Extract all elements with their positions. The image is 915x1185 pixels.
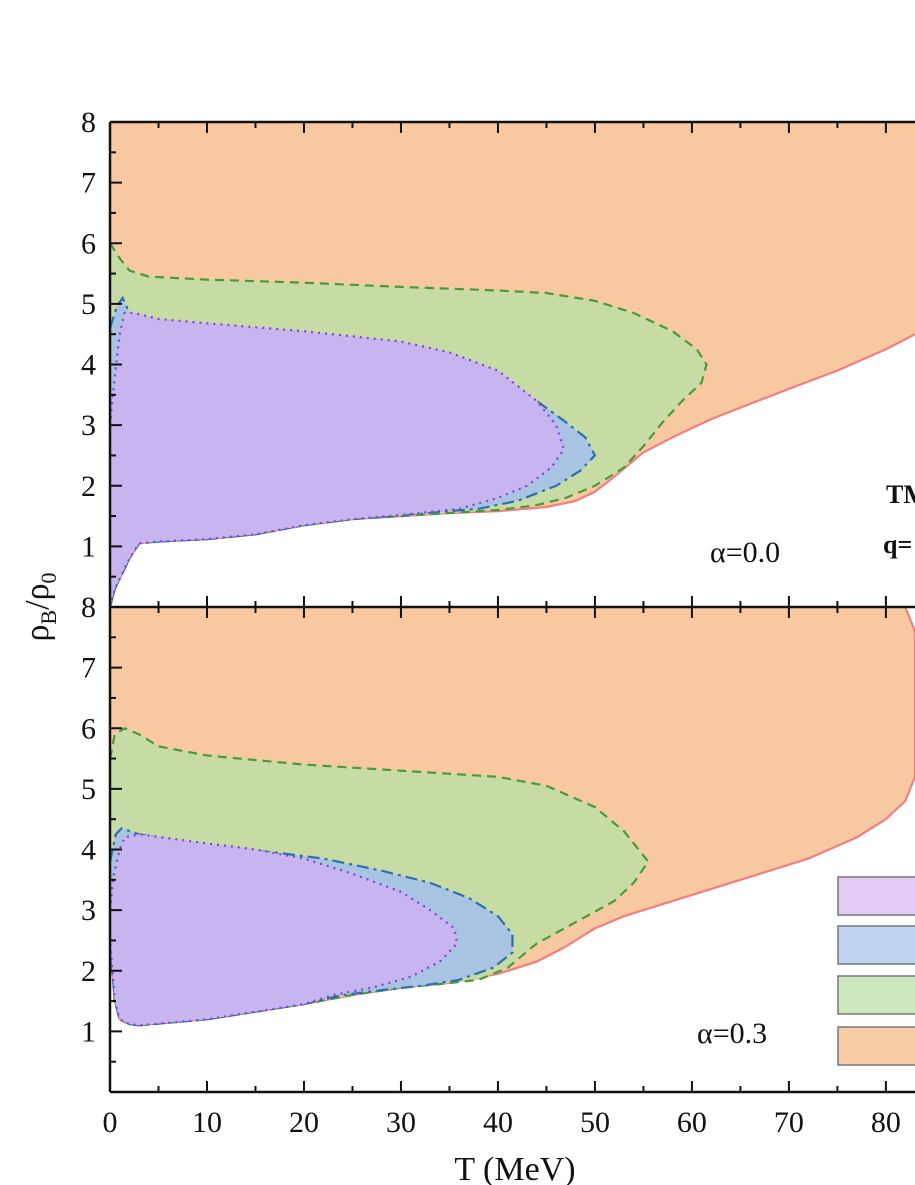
x-tick-label: 20 bbox=[289, 1106, 319, 1139]
x-tick-label: 10 bbox=[192, 1106, 222, 1139]
legend bbox=[837, 876, 915, 1066]
x-tick-label: 70 bbox=[774, 1106, 804, 1139]
y-tick-label: 3 bbox=[81, 894, 96, 927]
y-tick-label: 7 bbox=[81, 652, 96, 685]
axes bbox=[108, 120, 915, 1094]
x-tick-label: 60 bbox=[677, 1106, 707, 1139]
side-text-2: q= bbox=[883, 530, 912, 559]
legend-swatch bbox=[837, 975, 915, 1015]
side-text-1: TM bbox=[886, 480, 915, 509]
panel-label-bottom: α=0.3 bbox=[697, 1017, 767, 1050]
x-tick-label: 50 bbox=[580, 1106, 610, 1139]
y-tick-label: 6 bbox=[81, 712, 96, 745]
x-tick-label: 80 bbox=[871, 1106, 901, 1139]
y-tick-label: 1 bbox=[81, 1015, 96, 1048]
panel-label-top: α=0.0 bbox=[710, 536, 780, 569]
legend-swatch bbox=[837, 925, 915, 965]
y-tick-label: 3 bbox=[81, 409, 96, 442]
legend-swatch bbox=[837, 1026, 915, 1066]
y-axis-title-sub1: B bbox=[36, 610, 61, 625]
y-tick-label: 2 bbox=[81, 955, 96, 988]
y-tick-label: 5 bbox=[81, 773, 96, 806]
y-axis-title-rho0: /ρ bbox=[19, 583, 56, 609]
y-axis-title-sub2: 0 bbox=[36, 572, 61, 583]
y-axis-title: ρB/ρ0 bbox=[19, 572, 61, 641]
y-tick-label: 4 bbox=[81, 834, 96, 867]
svg-text:ρB/ρ0: ρB/ρ0 bbox=[19, 572, 61, 641]
region-purple-panel1 bbox=[110, 834, 458, 1026]
y-tick-label: 7 bbox=[81, 167, 96, 200]
panel-alpha-0 bbox=[110, 122, 915, 607]
y-tick-label: 8 bbox=[81, 591, 96, 624]
y-tick-label: 8 bbox=[81, 106, 96, 139]
edge-green-panel0 bbox=[110, 242, 708, 607]
y-axis-title-rho: ρ bbox=[19, 625, 56, 642]
y-tick-label: 4 bbox=[81, 349, 96, 382]
y-tick-label: 2 bbox=[81, 470, 96, 503]
ticks bbox=[109, 121, 887, 1092]
legend-swatch bbox=[837, 876, 915, 916]
y-tick-label: 6 bbox=[81, 227, 96, 260]
x-tick-label: 40 bbox=[483, 1106, 513, 1139]
x-tick-label: 0 bbox=[103, 1106, 118, 1139]
edge-purple-panel0 bbox=[110, 311, 566, 607]
x-tick-label: 30 bbox=[386, 1106, 416, 1139]
y-tick-label: 5 bbox=[81, 288, 96, 321]
y-tick-label: 1 bbox=[81, 530, 96, 563]
region-purple-panel0 bbox=[110, 313, 564, 607]
panel-alpha-0.3 bbox=[110, 607, 915, 1027]
x-axis-title: T (MeV) bbox=[454, 1151, 575, 1185]
